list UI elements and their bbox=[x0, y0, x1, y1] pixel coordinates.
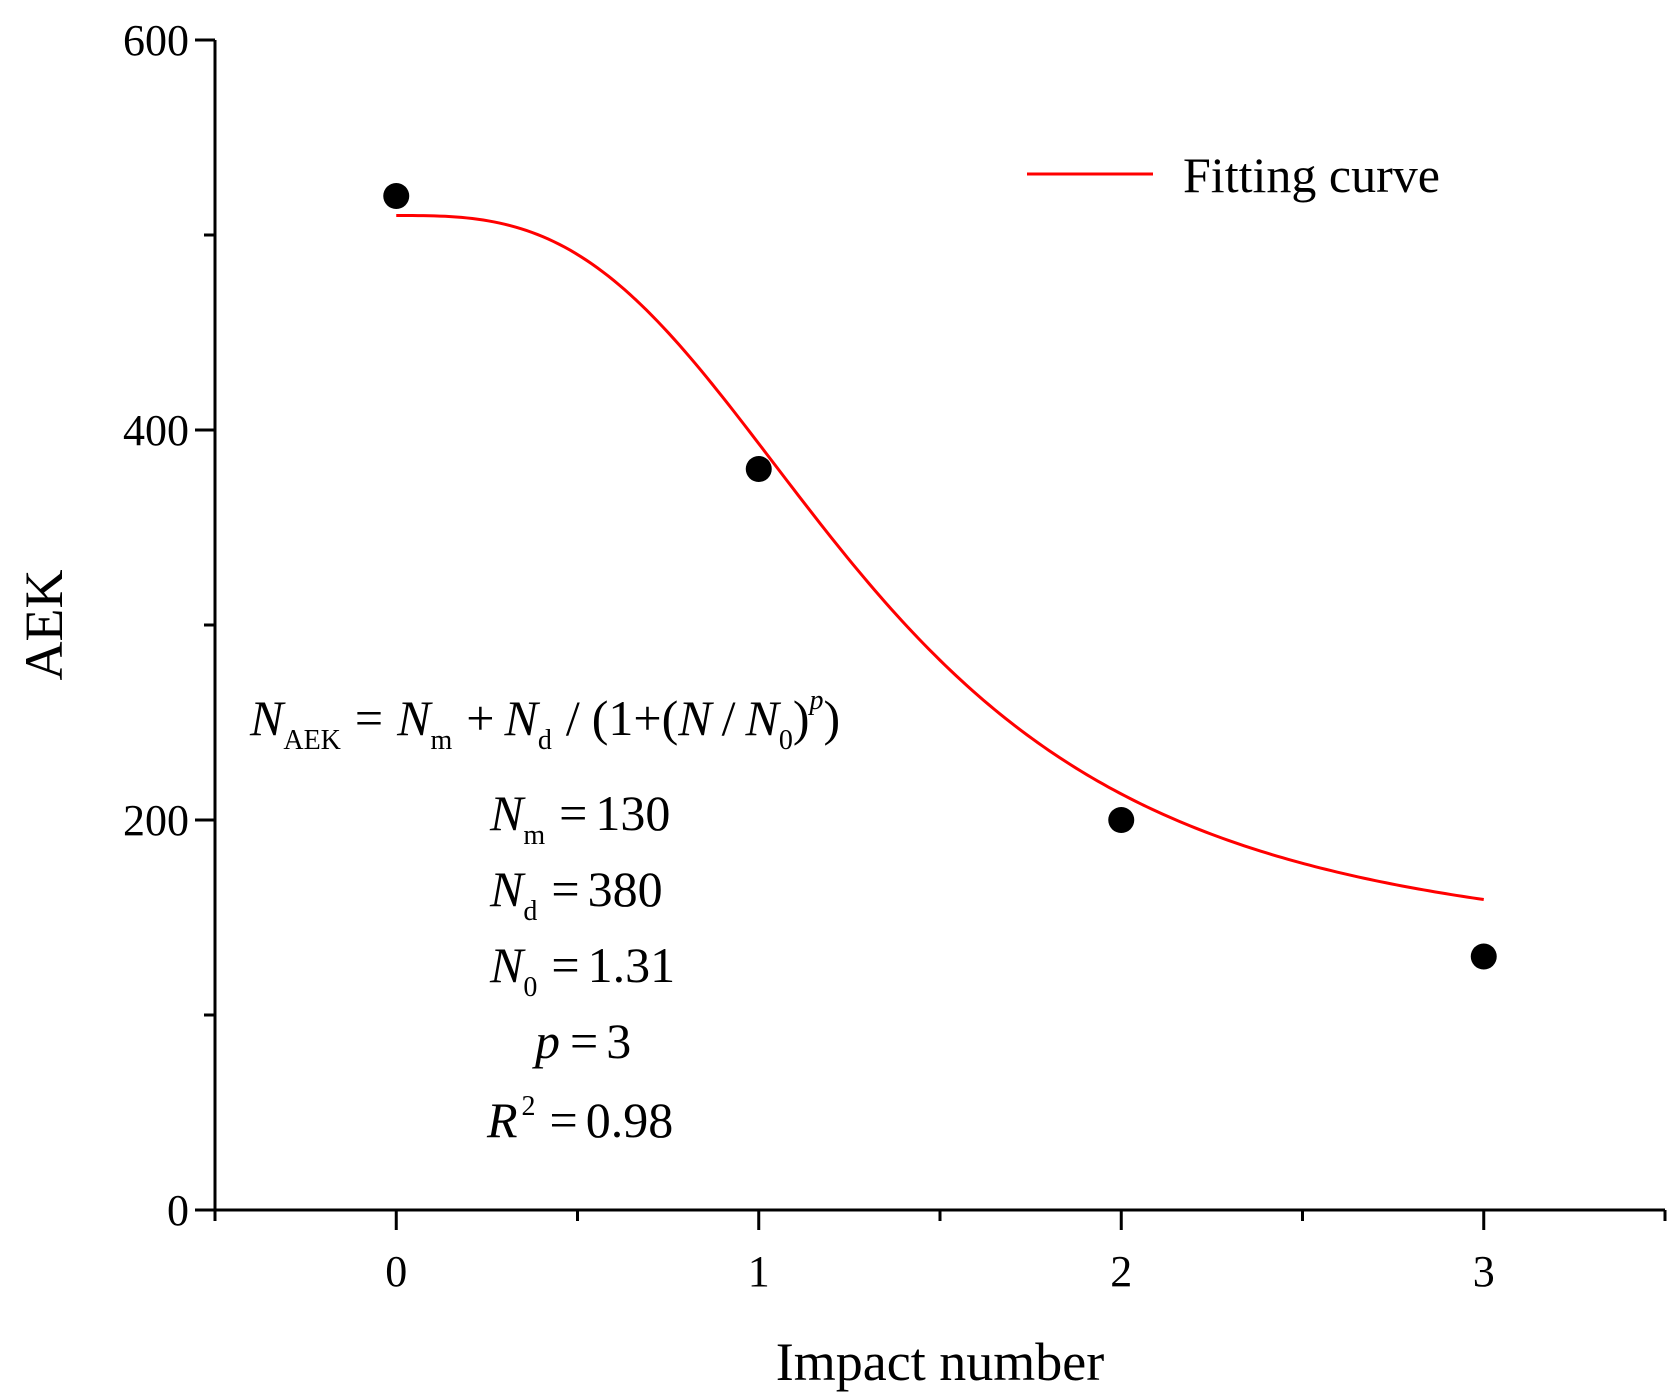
x-tick-label: 2 bbox=[1110, 1247, 1132, 1296]
y-tick-label: 600 bbox=[123, 16, 189, 65]
y-tick-label: 0 bbox=[167, 1186, 189, 1235]
fitting-curve bbox=[396, 214, 1484, 902]
x-ticks: 0 1 2 3 bbox=[213, 1210, 1667, 1296]
legend-label-fitting-curve: Fitting curve bbox=[1183, 147, 1440, 203]
param-r2: R 2 = 0.98 bbox=[486, 1091, 673, 1148]
param-n0: N0 = 1.31 bbox=[489, 937, 675, 1003]
axes: 0 200 400 600 0 1 2 3 bbox=[123, 16, 1667, 1296]
x-tick-label: 0 bbox=[385, 1247, 407, 1296]
x-axis-title: Impact number bbox=[776, 1332, 1104, 1392]
y-ticks: 0 200 400 600 bbox=[123, 16, 215, 1235]
data-point bbox=[745, 456, 772, 482]
fit-equation: NAEK = Nm + Nd / (1+(N / N0)p) Nm = 130 Nd = 380 N0 =… bbox=[249, 685, 840, 1148]
fitting-curve-line bbox=[396, 214, 1484, 902]
param-nd: Nd = 380 bbox=[489, 861, 663, 927]
data-point bbox=[1470, 943, 1497, 970]
data-points bbox=[383, 183, 1497, 970]
x-tick-label: 3 bbox=[1473, 1247, 1495, 1296]
fit-formula: NAEK = Nm + Nd / (1+(N / N0)p) bbox=[249, 685, 840, 756]
param-nm: Nm = 130 bbox=[489, 785, 670, 851]
y-tick-label: 200 bbox=[123, 796, 189, 845]
y-axis-title: AEK bbox=[14, 570, 74, 681]
data-point bbox=[1108, 807, 1135, 833]
x-tick-label: 1 bbox=[748, 1247, 770, 1296]
legend: Fitting curve bbox=[1027, 147, 1440, 203]
y-tick-label: 400 bbox=[123, 406, 189, 455]
param-p: p = 3 bbox=[532, 1013, 631, 1069]
data-point bbox=[383, 183, 410, 209]
